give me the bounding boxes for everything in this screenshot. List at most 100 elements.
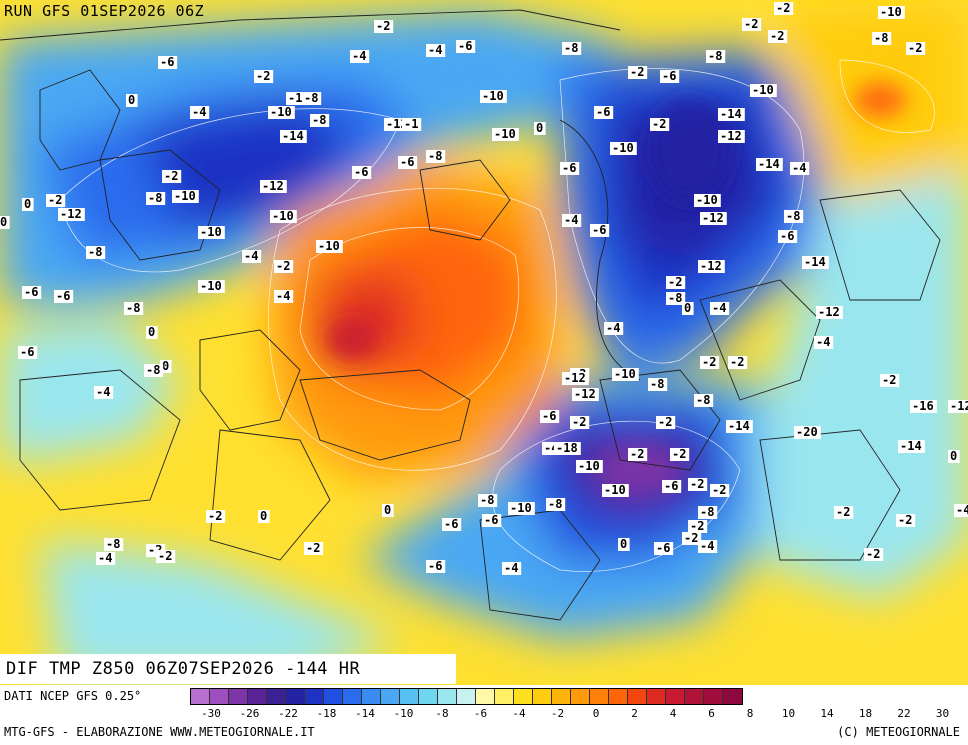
legend-tick-label: 14 [820, 707, 834, 720]
isotherm-label: -8 [706, 49, 726, 63]
credit-right: (C) METEOGIORNALE [837, 725, 960, 739]
isotherm-label-text: -6 [780, 229, 794, 243]
legend-swatch [286, 689, 305, 704]
isotherm-label: -4 [94, 385, 114, 399]
isotherm-label-text: -16 [912, 399, 934, 413]
legend-swatch [552, 689, 571, 704]
legend-swatch [419, 689, 438, 704]
isotherm-label: -6 [18, 345, 38, 359]
isotherm-label-text: -6 [400, 155, 414, 169]
isotherm-label: -8 [698, 505, 718, 519]
isotherm-label-text: -2 [658, 415, 672, 429]
isotherm-label: -14 [726, 419, 753, 433]
isotherm-label: -6 [456, 39, 476, 53]
isotherm-label-text: -8 [312, 113, 326, 127]
isotherm-label-text: -12 [574, 387, 596, 401]
isotherm-label-text: -10 [578, 459, 600, 473]
isotherm-label-text: -2 [836, 505, 850, 519]
isotherm-label: 0 [948, 449, 960, 463]
isotherm-label: 0 [618, 537, 630, 551]
isotherm-label-text: 0 [148, 325, 155, 339]
isotherm-label: -2 [570, 415, 590, 429]
isotherm-label-text: -8 [700, 505, 714, 519]
isotherm-label-text: -12 [702, 211, 724, 225]
isotherm-label-text: -4 [792, 161, 806, 175]
isotherm-label-text: -4 [956, 503, 968, 517]
legend-swatch [685, 689, 704, 704]
isotherm-label: -12 [572, 387, 599, 401]
isotherm-label: -4 [698, 539, 718, 553]
isotherm-label: -2 [728, 355, 748, 369]
isotherm-label: -2 [670, 447, 690, 461]
isotherm-label: -10 [508, 501, 535, 515]
isotherm-label: -6 [426, 559, 446, 573]
isotherm-label-text: -8 [708, 49, 722, 63]
isotherm-label-text: 0 [950, 449, 957, 463]
isotherm-label-text: -14 [758, 157, 780, 171]
legend-swatch [362, 689, 381, 704]
isotherm-label-text: -8 [668, 291, 682, 305]
isotherm-label: -10 [610, 141, 637, 155]
legend-swatch [666, 689, 685, 704]
isotherm-label-text: -12 [950, 399, 968, 413]
isotherm-label-text: -2 [672, 447, 686, 461]
product-title: DIF TMP Z850 06Z07SEP2026 -144 HR [0, 654, 456, 684]
isotherm-label-text: -4 [276, 289, 290, 303]
isotherm-label: -6 [22, 285, 42, 299]
isotherm-label: -6 [590, 223, 610, 237]
isotherm-label: -2 [710, 483, 730, 497]
isotherm-label: -8 [104, 537, 124, 551]
isotherm-label-text: -2 [630, 447, 644, 461]
isotherm-label-text: 0 [260, 509, 267, 523]
isotherm-label-text: -18 [556, 441, 578, 455]
isotherm-label-text: -4 [192, 105, 206, 119]
isotherm-label: -2 [162, 169, 182, 183]
isotherm-label: -6 [442, 517, 462, 531]
legend-swatch [647, 689, 666, 704]
isotherm-label: -8 [146, 191, 166, 205]
legend-tick-label: 22 [897, 707, 911, 720]
isotherm-label-text: -6 [656, 541, 670, 555]
isotherm-label: -12 [700, 211, 727, 225]
isotherm-label: -6 [662, 479, 682, 493]
isotherm-label-text: -8 [146, 363, 160, 377]
isotherm-label-text: -12 [564, 371, 586, 385]
isotherm-label-text: -20 [796, 425, 818, 439]
isotherm-label: -2 [374, 19, 394, 33]
legend-swatch [609, 689, 628, 704]
isotherm-label-text: -2 [744, 17, 758, 31]
legend-swatch [438, 689, 457, 704]
isotherm-label-text: -14 [900, 439, 922, 453]
isotherm-label-text: -4 [352, 49, 366, 63]
isotherm-label: -8 [648, 377, 668, 391]
legend-tick-label: -30 [201, 707, 221, 720]
isotherm-label-text: -14 [804, 255, 826, 269]
isotherm-label-text: -6 [662, 69, 676, 83]
isotherm-label: -8 [124, 301, 144, 315]
isotherm-label-text: -6 [428, 559, 442, 573]
isotherm-label: -4 [790, 161, 810, 175]
isotherm-label-text: -10 [614, 367, 636, 381]
legend-tick-label: -8 [435, 707, 449, 720]
isotherm-label: -2 [700, 355, 720, 369]
legend-tick-label: 30 [935, 707, 950, 720]
isotherm-label: -8 [784, 209, 804, 223]
isotherm-label-text: -6 [56, 289, 70, 303]
isotherm-label-text: -4 [244, 249, 258, 263]
legend-swatch [476, 689, 495, 704]
isotherm-label-text: -8 [874, 31, 888, 45]
isotherm-label: -6 [594, 105, 614, 119]
isotherm-label: -12 [816, 305, 843, 319]
isotherm-label-text: -8 [696, 393, 710, 407]
isotherm-label: -2 [254, 69, 274, 83]
isotherm-label: -2 [650, 117, 670, 131]
isotherm-label-text: -2 [776, 1, 790, 15]
isotherm-label: -10 [878, 5, 905, 19]
isotherm-label: -1 [402, 117, 422, 131]
isotherm-label-text: -2 [48, 193, 62, 207]
isotherm-label: -2 [666, 275, 686, 289]
isotherm-label-text: -2 [306, 541, 320, 555]
isotherm-label-text: -6 [596, 105, 610, 119]
isotherm-label-text: -10 [174, 189, 196, 203]
isotherm-label: -6 [158, 55, 178, 69]
